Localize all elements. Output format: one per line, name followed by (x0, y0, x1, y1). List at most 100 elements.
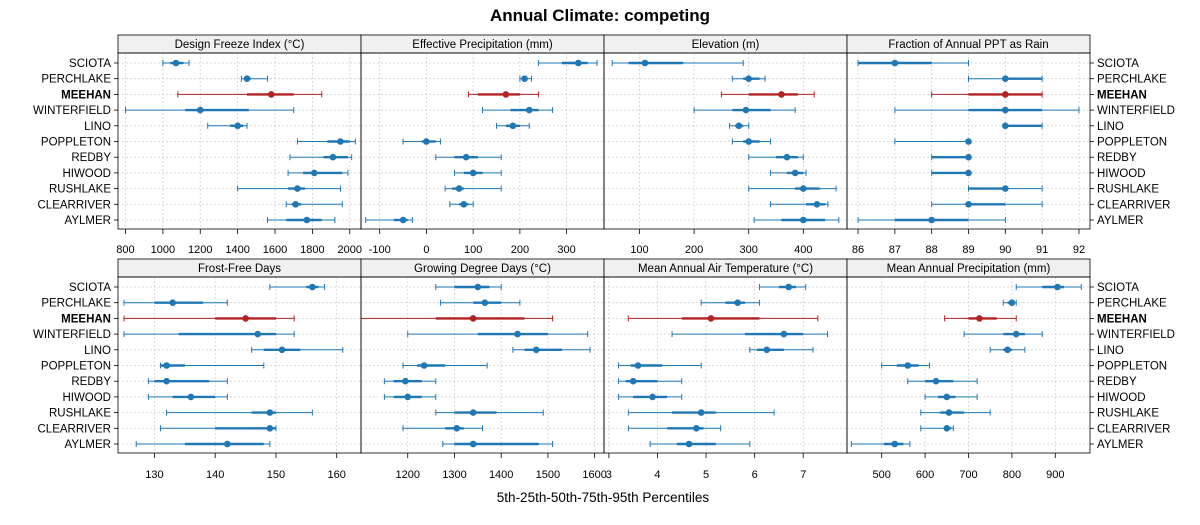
median-point (943, 393, 951, 401)
site-label-left: POPPLETON (41, 137, 111, 149)
site-label-right: RUSHLAKE (1097, 408, 1159, 420)
median-point (943, 425, 951, 432)
x-tick-label: 89 (962, 244, 974, 256)
site-label-right: PERCHLAKE (1097, 74, 1167, 86)
panel-5: Frost-Free Days 130 140 150 160 (117, 258, 362, 481)
median-point (693, 425, 700, 432)
median-point (1008, 299, 1016, 307)
site-label-left: PERCHLAKE (41, 74, 111, 86)
median-point (310, 169, 318, 177)
panel-title: Mean Annual Precipitation (mm) (887, 263, 1051, 275)
median-point (1002, 106, 1009, 114)
site-label-left: CLEARRIVER (38, 199, 112, 211)
x-tick-label: 90 (999, 244, 1011, 256)
site-label-left: SCIOTA (69, 282, 111, 294)
x-tick-label: 200 (511, 244, 529, 256)
x-axis-label: 5th-25th-50th-75th-95th Percentiles (497, 490, 710, 505)
median-point (778, 91, 785, 98)
x-tick-label: 100 (630, 244, 648, 256)
median-point (243, 75, 251, 82)
median-point (469, 440, 477, 448)
median-point (172, 59, 180, 67)
median-point (399, 216, 407, 224)
median-point (1002, 91, 1009, 98)
panels-layer: Design Freeze Index (°C)800 1000 1200 1400 1… (33, 34, 1175, 481)
x-tick-label: 150 (267, 469, 285, 481)
median-point (791, 169, 799, 177)
median-point (163, 362, 170, 369)
median-point (474, 283, 482, 291)
x-tick-label: 1300 (442, 469, 466, 481)
x-tick-label: 300 (557, 244, 575, 256)
median-point (742, 106, 750, 114)
median-point (303, 216, 311, 224)
median-point (634, 362, 642, 369)
median-point (785, 283, 792, 291)
median-point (469, 409, 477, 416)
panel-2: Effective Precipitation (mm) -100 0 100 200 3… (360, 34, 605, 256)
x-tick-label: 130 (145, 469, 163, 481)
panel-8: Mean Annual Precipitation (mm) 500 600 700 8… (846, 258, 1091, 481)
x-tick-label: 2000 (338, 244, 362, 256)
median-point (502, 91, 510, 98)
median-point (234, 122, 241, 130)
median-point (402, 377, 409, 385)
median-point (649, 393, 656, 401)
median-point (169, 299, 176, 307)
median-point (763, 346, 771, 354)
panel-title: Elevation (m) (692, 39, 760, 51)
median-point (329, 153, 337, 161)
median-point (404, 393, 412, 401)
median-point (1002, 122, 1009, 130)
x-tick-label: 800 (1003, 469, 1021, 481)
x-tick-label: 92 (1073, 244, 1085, 256)
median-point (278, 346, 286, 354)
site-label-left: SCIOTA (69, 58, 111, 70)
median-point (266, 425, 274, 432)
site-label-right: POPPLETON (1097, 361, 1167, 373)
panel-7: Mean Annual Air Temperature (°C) 3 4 5 6 7 (603, 258, 848, 481)
x-tick-label: 1400 (489, 469, 513, 481)
median-point (813, 201, 821, 208)
median-point (514, 330, 521, 338)
median-point (800, 185, 807, 192)
site-label-left: PERCHLAKE (41, 298, 111, 310)
median-point (294, 185, 301, 192)
x-tick-label: 88 (926, 244, 938, 256)
x-tick-label: 800 (116, 244, 134, 256)
x-tick-label: 140 (206, 469, 224, 481)
median-point (965, 169, 972, 177)
median-point (965, 138, 972, 145)
median-point (309, 283, 316, 291)
median-point (891, 59, 899, 67)
panel-title: Effective Precipitation (mm) (412, 39, 553, 51)
median-point (292, 201, 299, 208)
median-point (453, 425, 461, 432)
median-point (734, 299, 741, 307)
site-label-right: LINO (1097, 345, 1124, 357)
median-point (783, 153, 791, 161)
median-point (525, 106, 533, 114)
median-point (1002, 185, 1009, 192)
median-point (976, 315, 983, 322)
site-label-left: MEEHAN (61, 89, 111, 101)
x-tick-label: 5 (703, 469, 709, 481)
median-point (707, 315, 715, 322)
median-point (685, 440, 693, 448)
site-label-left: RUSHLAKE (49, 408, 111, 420)
median-point (629, 377, 637, 385)
median-point (455, 185, 463, 192)
median-point (423, 138, 430, 145)
panel-6: Growing Degree Days (°C) 1200 1300 1400 1500… (360, 258, 607, 481)
median-point (196, 106, 204, 114)
x-tick-label: 7 (800, 469, 806, 481)
x-tick-label: 900 (1046, 469, 1064, 481)
panel-1: Design Freeze Index (°C) 800 1000 1200 1400 1… (116, 34, 362, 256)
site-label-right: AYLMER (1097, 439, 1143, 451)
site-label-left: AYLMER (65, 439, 111, 451)
site-label-right: CLEARRIVER (1097, 423, 1171, 435)
panel-title: Mean Annual Air Temperature (°C) (638, 263, 813, 275)
site-label-right: REDBY (1097, 376, 1137, 388)
median-point (462, 153, 470, 161)
